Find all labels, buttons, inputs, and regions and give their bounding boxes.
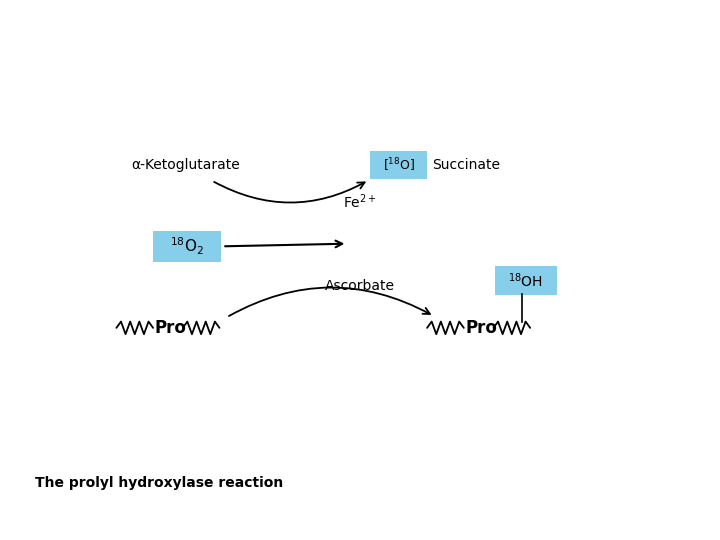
FancyBboxPatch shape (153, 231, 221, 261)
Text: Pro: Pro (465, 319, 497, 337)
Text: $^{18}$OH: $^{18}$OH (508, 271, 544, 290)
FancyBboxPatch shape (495, 266, 557, 295)
Text: Succinate: Succinate (433, 158, 500, 172)
Text: Pro: Pro (155, 319, 186, 337)
Text: Fe$^{2+}$: Fe$^{2+}$ (343, 192, 377, 211)
Text: $[^{18}$O$]$: $[^{18}$O$]$ (383, 156, 415, 173)
FancyBboxPatch shape (370, 151, 428, 179)
Text: The prolyl hydroxylase reaction: The prolyl hydroxylase reaction (35, 476, 284, 490)
Text: α-Ketoglutarate: α-Ketoglutarate (131, 158, 240, 172)
Text: $^{18}$O$_2$: $^{18}$O$_2$ (170, 235, 204, 257)
Text: Ascorbate: Ascorbate (325, 279, 395, 293)
